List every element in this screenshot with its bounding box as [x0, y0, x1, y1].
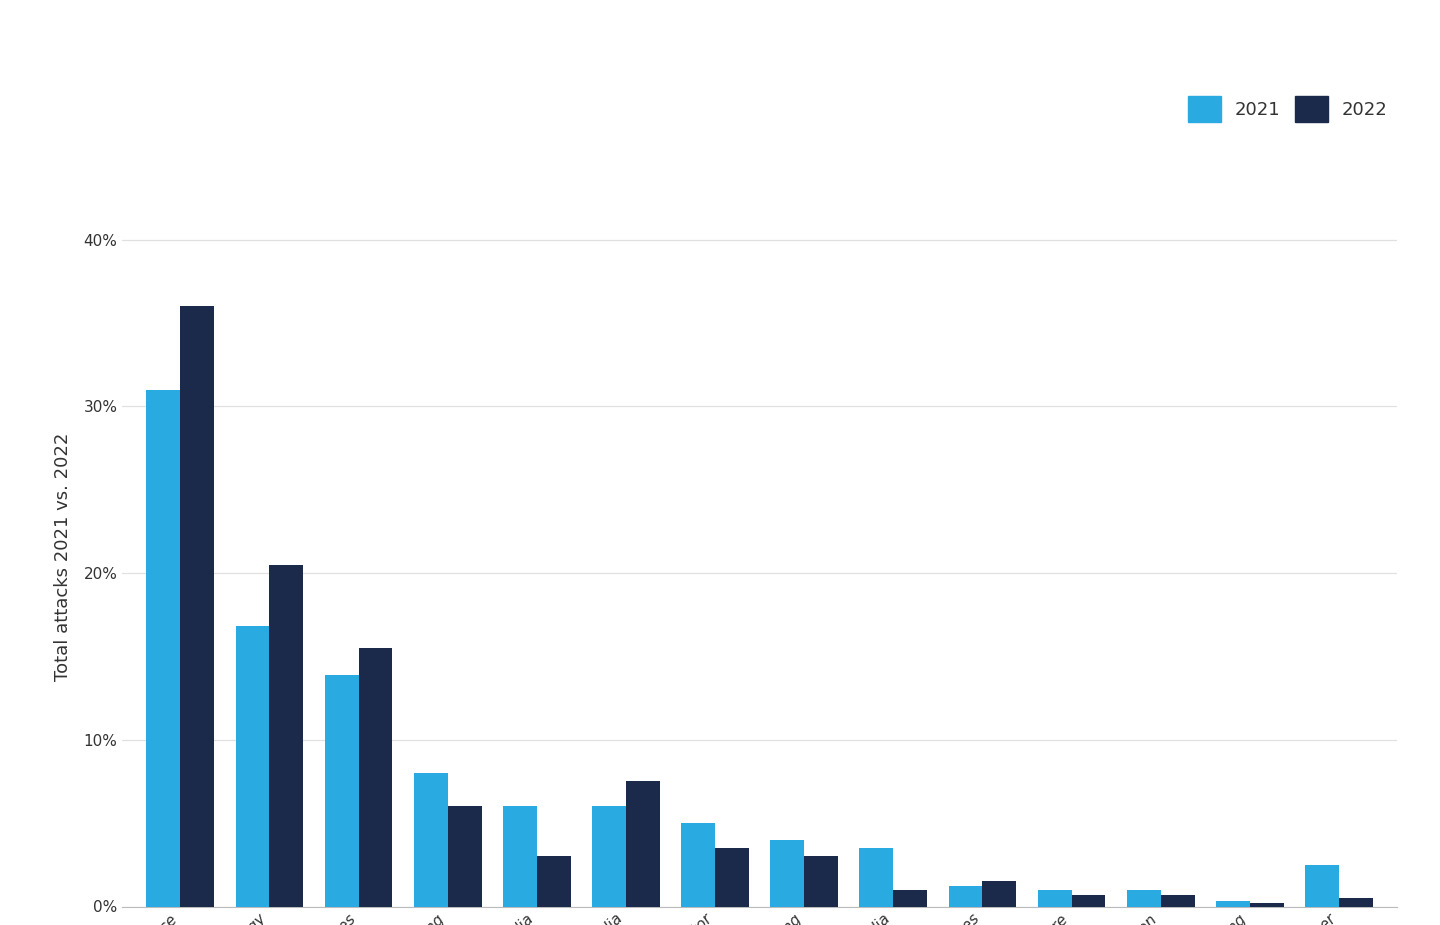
Bar: [1038, 890, 1071, 906]
Bar: [681, 823, 716, 906]
Bar: [1250, 903, 1283, 906]
Bar: [269, 565, 304, 906]
Bar: [592, 807, 626, 906]
Bar: [982, 882, 1017, 906]
Bar: [147, 389, 180, 906]
Bar: [503, 807, 537, 906]
Text: January–December 2021 vs. January–December 2022: January–December 2021 vs. January–Decemb…: [26, 88, 547, 106]
Bar: [1339, 898, 1372, 906]
Bar: [893, 890, 927, 906]
Text: Akamai: Akamai: [1250, 71, 1371, 100]
Text: Top Web Attack Verticals: Top Web Attack Verticals: [26, 22, 494, 56]
Bar: [1071, 894, 1106, 906]
Bar: [1305, 865, 1339, 906]
Bar: [716, 848, 749, 906]
Bar: [860, 848, 893, 906]
Bar: [1126, 890, 1161, 906]
Bar: [359, 648, 393, 906]
Bar: [626, 782, 660, 906]
Bar: [236, 626, 269, 906]
Bar: [770, 840, 804, 906]
Bar: [448, 807, 481, 906]
Bar: [180, 306, 215, 906]
Bar: [324, 675, 359, 906]
Bar: [413, 773, 448, 906]
Bar: [1215, 902, 1250, 906]
Bar: [1161, 894, 1195, 906]
Legend: 2021, 2022: 2021, 2022: [1188, 96, 1388, 122]
Bar: [804, 857, 838, 906]
Bar: [949, 886, 982, 906]
Y-axis label: Total attacks 2021 vs. 2022: Total attacks 2021 vs. 2022: [55, 432, 72, 681]
Bar: [537, 857, 570, 906]
